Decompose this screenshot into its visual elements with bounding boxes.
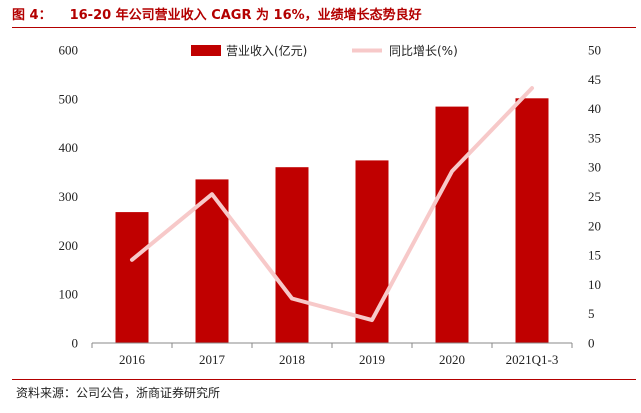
x-tick-label: 2018 [279,352,305,367]
y-right-tick-label: 15 [588,248,601,263]
legend-label-growth: 同比增长(%) [389,44,458,58]
axes-layer: 2016 2017 2018 2019 2020 2021Q1-3010020030040… [59,43,602,368]
title-rule [12,27,636,28]
y-left-tick-label: 0 [72,336,79,351]
y-right-tick-label: 20 [588,218,601,233]
y-right-tick-label: 40 [588,101,601,116]
x-tick-label: 2017 [199,352,226,367]
x-tick-label: 2016 [119,352,146,367]
legend: 营业收入(亿元) 同比增长(%) [191,43,458,58]
growth-line [130,86,534,323]
revenue-bar-2021Q1-3 [515,98,549,343]
revenue-bar-2016 [115,212,149,343]
figure-title-text: 16-20 年公司营业收入 CAGR 为 16%，业绩增长态势良好 [69,8,422,23]
y-right-tick-label: 30 [588,160,601,175]
y-right-tick-label: 50 [588,43,601,58]
y-left-tick-label: 300 [59,189,79,204]
revenue-bar-2020 [435,106,469,343]
revenue-bar-2019 [355,160,389,343]
y-left-tick-label: 200 [59,238,79,253]
x-tick-label: 2019 [359,352,385,367]
y-right-tick-label: 5 [588,306,595,321]
y-right-tick-label: 10 [588,277,601,292]
figure-title: 图 4： 16-20 年公司营业收入 CAGR 为 16%，业绩增长态势良好 [12,6,422,26]
y-left-tick-label: 400 [59,140,79,155]
revenue-bar-2018 [275,167,309,343]
y-right-tick-label: 35 [588,130,601,145]
y-right-tick-label: 45 [588,72,601,87]
y-right-tick-label: 0 [588,336,595,351]
source-rule [12,379,636,380]
x-tick-label: 2020 [439,352,465,367]
legend-label-revenue: 营业收入(亿元) [226,43,307,58]
x-tick-label: 2021Q1-3 [506,352,559,367]
figure-label: 图 4： [12,8,52,23]
y-left-tick-label: 500 [59,91,79,106]
source-note: 资料来源：公司公告，浙商证券研究所 [16,386,221,400]
legend-swatch-revenue [191,45,221,56]
y-left-tick-label: 100 [59,287,79,302]
y-right-tick-label: 25 [588,189,601,204]
growth-line-layer [130,86,534,323]
bars-layer [115,98,549,343]
y-left-tick-label: 600 [59,43,79,58]
